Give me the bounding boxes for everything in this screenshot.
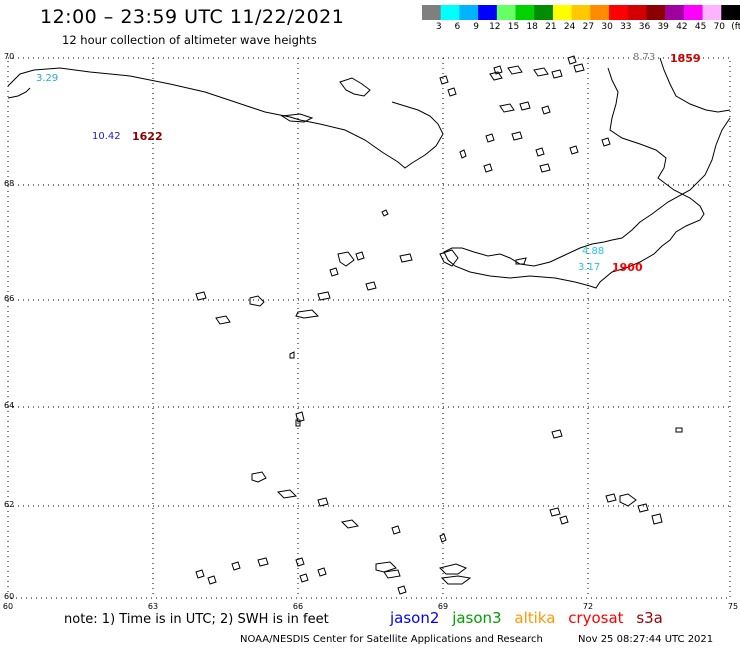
lat-label-64: 64 <box>4 401 15 410</box>
color-swatch <box>627 5 647 20</box>
units-note: note: 1) Time is in UTC; 2) SWH is in fe… <box>64 612 329 627</box>
color-scale-tick-label: 42 <box>676 22 688 32</box>
coastline-north-2 <box>7 87 31 99</box>
lon-label-66: 66 <box>292 602 304 611</box>
observation-time: 1859 <box>670 52 701 65</box>
legend-jason3: jason3 <box>452 609 502 627</box>
color-swatch <box>721 5 740 20</box>
coastline-east-2 <box>659 57 731 113</box>
map-subtitle: 12 hour collection of altimeter wave hei… <box>62 33 317 47</box>
legend-jason2: jason2 <box>390 609 440 627</box>
islands <box>195 55 683 595</box>
color-swatch <box>665 5 685 20</box>
color-swatch <box>422 5 442 20</box>
color-swatch <box>515 5 535 20</box>
color-scale-tick-label: 39 <box>657 22 669 32</box>
island-north-2 <box>280 113 314 123</box>
legend-cryosat: cryosat <box>568 609 624 627</box>
satellite-legend: jason2 jason3 altika cryosat s3a <box>390 609 671 627</box>
observation-time: 1622 <box>132 130 163 143</box>
color-swatch <box>702 5 722 20</box>
generated-timestamp: Nov 25 08:27:44 UTC 2021 <box>578 634 714 645</box>
lon-label-72: 72 <box>582 602 594 611</box>
color-scale-tick-label: 9 <box>473 22 479 32</box>
lon-label-75: 75 <box>727 602 739 611</box>
lon-label-63: 63 <box>147 602 159 611</box>
color-scale-tick-label: 30 <box>601 22 613 32</box>
swh-observation: 3.17 <box>578 262 601 273</box>
lon-label-69: 69 <box>437 602 449 611</box>
swh-color-scale <box>422 5 740 20</box>
coastline-north <box>7 67 444 169</box>
color-swatch <box>478 5 498 20</box>
color-scale-tick-label: 27 <box>582 22 595 32</box>
color-scale-tick-label: 21 <box>545 22 557 32</box>
observation-time: 1900 <box>612 261 643 274</box>
island-east-1 <box>439 249 459 267</box>
color-swatch <box>459 5 479 20</box>
color-scale-tick-label: 33 <box>620 22 632 32</box>
swh-observation: 10.42 <box>92 131 121 142</box>
color-scale-tick-label: 45 <box>694 22 707 32</box>
lat-label-68: 68 <box>4 179 15 188</box>
swh-observation: 3.29 <box>36 73 59 84</box>
grid-lines <box>8 58 730 598</box>
color-swatch <box>496 5 516 20</box>
legend-altika: altika <box>514 609 556 627</box>
lat-label-70: 70 <box>4 52 15 61</box>
legend-s3a: s3a <box>636 609 663 627</box>
color-scale-tick-label: 12 <box>489 22 501 32</box>
color-scale-tick-label: 15 <box>507 22 520 32</box>
color-scale-tick-label: 24 <box>563 22 576 32</box>
color-swatch <box>609 5 629 20</box>
lat-label-62: 62 <box>4 500 15 509</box>
map-frame <box>7 57 731 599</box>
lon-label-60: 60 <box>2 602 14 611</box>
lat-label-66: 66 <box>4 294 15 303</box>
color-swatch <box>440 5 460 20</box>
swh-observation: 8.73 <box>633 52 656 63</box>
lat-label-60: 60 <box>4 592 15 601</box>
color-swatch <box>552 5 572 20</box>
island-east-2 <box>515 257 527 265</box>
color-scale-tick-label: 3 <box>435 22 442 32</box>
color-scale-tick-label: 70 <box>713 22 726 32</box>
color-swatch <box>534 5 554 20</box>
coastline-east <box>443 67 731 289</box>
color-swatch <box>590 5 610 20</box>
color-scale-tick-label: (ft) <box>731 22 740 32</box>
color-scale-tick-label: 18 <box>526 22 538 32</box>
map-title: 12:00 – 23:59 UTC 11/22/2021 <box>40 6 345 28</box>
color-swatch <box>646 5 666 20</box>
color-scale-tick-label: 6 <box>454 22 461 32</box>
color-scale-tick-label: 36 <box>638 22 651 32</box>
credit-text: NOAA/NESDIS Center for Satellite Applica… <box>240 634 543 645</box>
color-swatch <box>571 5 591 20</box>
coastlines <box>7 57 731 289</box>
island-north-1 <box>339 77 371 97</box>
swh-observation: 4.88 <box>582 246 605 257</box>
color-swatch <box>683 5 703 20</box>
